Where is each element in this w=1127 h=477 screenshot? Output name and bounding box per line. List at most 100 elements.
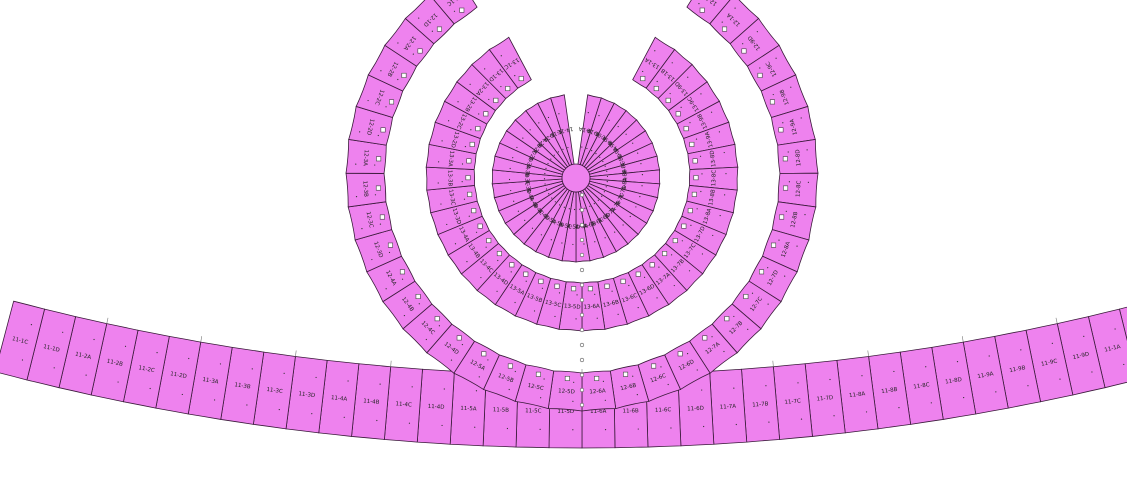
ring-segment[interactable]: 13-7D (674, 215, 727, 256)
detail-dot (512, 157, 514, 159)
ring-segment[interactable]: 12-6D (664, 340, 711, 391)
detail-dot (689, 122, 691, 124)
node-square (505, 86, 511, 92)
detail-dot (861, 375, 863, 377)
ring-segment[interactable]: 12-5C (514, 364, 555, 410)
detail-dot (541, 287, 544, 289)
detail-dot (622, 224, 624, 226)
segment-label: 12-8A (781, 241, 792, 259)
ring-segment[interactable]: 11-7A (709, 368, 748, 445)
center-hub (561, 163, 591, 193)
detail-dot (388, 251, 391, 254)
node-square (782, 156, 788, 162)
ring-segment[interactable]: 12-5D (547, 370, 583, 412)
ring-segment[interactable]: 13-8C (688, 166, 739, 191)
node-square (380, 127, 386, 133)
ring-segment[interactable]: 12-9D (729, 17, 780, 67)
detail-dot (62, 331, 64, 333)
ring-segment[interactable]: 13-9B (676, 100, 730, 139)
node-square (518, 76, 524, 82)
ring-segment[interactable]: 12-3B (345, 172, 387, 208)
detail-dot (466, 260, 468, 263)
ring-segment[interactable]: 11-8D (931, 336, 977, 420)
detail-dot (700, 190, 702, 193)
segment-label: 13-5D (564, 304, 581, 311)
ring-segment[interactable]: 12-2A (384, 17, 435, 67)
ring-segment[interactable]: 12-7D (748, 255, 798, 303)
ring-segment[interactable]: 13-9C (668, 81, 721, 125)
ring-segment[interactable]: 11-3C (252, 350, 297, 430)
ring-segment[interactable]: 11-7B (741, 360, 781, 443)
detail-dot (454, 243, 457, 245)
detail-dot (576, 294, 578, 296)
segment-label: 11-8A (849, 391, 866, 399)
ring-segment[interactable]: 13-8B (686, 185, 738, 214)
detail-dot (361, 228, 363, 230)
detail-dot (469, 83, 471, 85)
detail-dot (701, 253, 704, 255)
ring-segment[interactable]: 13-2A (456, 63, 507, 112)
ring-segment[interactable]: 13-7B (654, 242, 704, 292)
detail-dot (554, 201, 556, 203)
ring-segment[interactable]: 12-9A (771, 105, 816, 146)
ring-segment[interactable]: 12-8C (777, 172, 819, 208)
detail-dot (695, 138, 698, 140)
node-square (675, 111, 681, 117)
detail-dot (385, 288, 387, 290)
ring-segment[interactable]: 11-4D (416, 368, 455, 445)
ring-segment[interactable]: 13-7A (641, 254, 688, 306)
segment-label: 13-3A (447, 150, 455, 167)
ring-segment[interactable]: 12-4D (426, 323, 476, 374)
detail-dot (800, 117, 802, 119)
ring-segment[interactable]: 12-1C (430, 0, 478, 25)
ring-segment[interactable]: 13-2B (443, 81, 496, 125)
node-square (481, 351, 487, 357)
ring-segment[interactable]: 12-8D (777, 138, 819, 174)
segment-label: 11-6B (622, 408, 639, 414)
ring-segment[interactable]: 11-4C (383, 366, 423, 443)
node-square (496, 251, 502, 257)
detail-dot (603, 191, 605, 193)
detail-dot (478, 376, 480, 378)
ring-segment[interactable]: 13-6A (581, 281, 606, 332)
node-square (759, 269, 765, 275)
detail-dot (539, 428, 541, 430)
ring-segment[interactable]: 13-4B (447, 229, 499, 275)
ring-segment[interactable]: 12-1A (709, 0, 760, 45)
ring-segment[interactable]: 12-2B (367, 44, 418, 92)
node-square (769, 99, 775, 105)
detail-dot (642, 70, 644, 73)
detail-dot (431, 30, 433, 32)
ring-segment[interactable]: 11-7C (772, 363, 813, 440)
ring-segment[interactable]: 13-2D (428, 121, 481, 155)
detail-dot (525, 280, 527, 282)
detail-dot (497, 259, 499, 262)
node-square (401, 72, 407, 78)
ring-segment[interactable]: 13-1C (488, 36, 532, 89)
detail-dot (671, 62, 673, 64)
segment-label: 13-6A (583, 304, 600, 311)
ring-segment[interactable]: 12-6A (581, 370, 617, 412)
node-square (477, 223, 483, 229)
ring-segment[interactable]: 12-3D (354, 229, 402, 273)
segment-label: 14-3C (523, 169, 529, 186)
ring-segment[interactable]: 13-1B (645, 48, 693, 100)
detail-dot (833, 415, 835, 417)
detail-dot (315, 376, 317, 379)
segment-label: 14-1C (556, 125, 573, 134)
detail-dot (804, 214, 806, 216)
detail-dot (1027, 385, 1029, 387)
segment-shape (433, 0, 478, 25)
ring-segment[interactable]: 11-1C (0, 300, 46, 381)
ring-segment[interactable]: 12-5A (453, 340, 500, 391)
detail-dot (723, 350, 725, 353)
detail-dot (595, 153, 597, 155)
detail-dot (563, 206, 565, 208)
node-square (509, 262, 515, 268)
ring-segment[interactable]: 12-9C (746, 44, 797, 92)
segment-label: 11-8D (945, 377, 962, 386)
detail-dot (461, 343, 464, 346)
ring-segment[interactable]: 11-8A (836, 350, 879, 434)
ring-segment[interactable]: 13-1A (632, 36, 676, 89)
